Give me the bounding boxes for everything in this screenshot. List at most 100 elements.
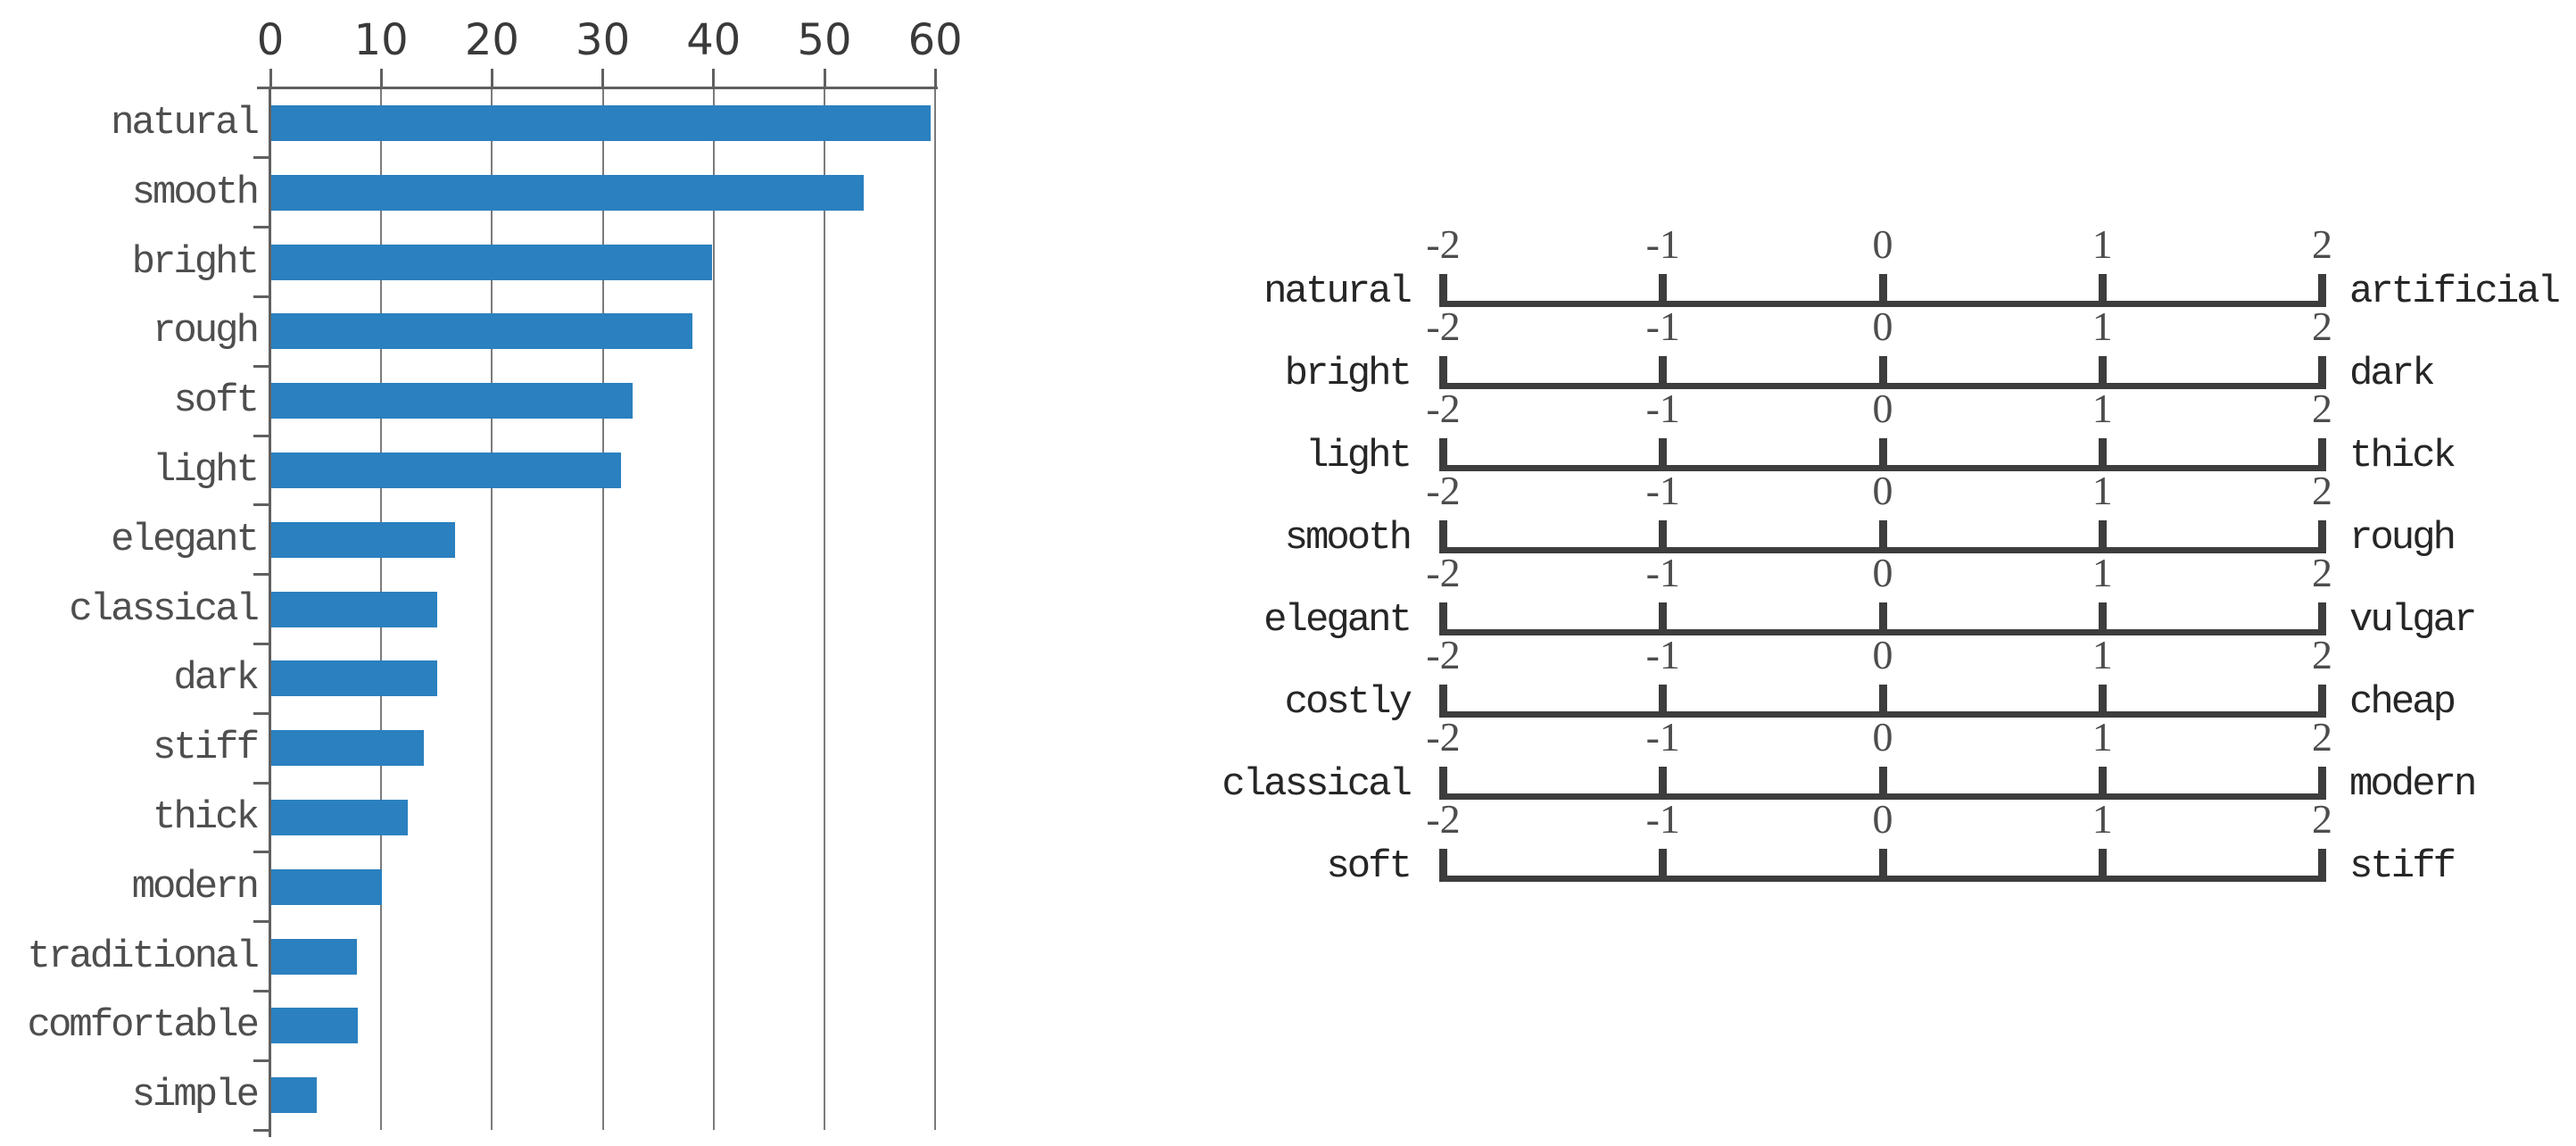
scale-tick-label: 1 bbox=[2091, 303, 2113, 349]
scale-tick-label: -1 bbox=[1645, 386, 1680, 431]
scale-tick-label: 2 bbox=[2312, 714, 2332, 760]
y-axis-tick bbox=[253, 364, 270, 368]
scale-tick bbox=[1659, 520, 1668, 553]
scale-tick bbox=[2098, 356, 2107, 389]
scale-tick-label: -2 bbox=[1426, 303, 1461, 349]
y-axis-tick bbox=[253, 226, 270, 229]
bar bbox=[271, 174, 865, 211]
bar-category-label: simple bbox=[131, 1073, 260, 1118]
bar bbox=[271, 313, 692, 350]
scale-tick bbox=[2098, 438, 2107, 471]
bar-category-label: smooth bbox=[131, 170, 260, 215]
scale-tick-label: -1 bbox=[1645, 221, 1680, 267]
scale-tick bbox=[1878, 849, 1887, 882]
x-tick-label: 10 bbox=[353, 15, 409, 65]
scale-left-label: light bbox=[1305, 434, 1412, 478]
bar-category-label: elegant bbox=[111, 517, 260, 562]
scale-tick-label: 2 bbox=[2312, 632, 2332, 677]
scale-tick bbox=[2318, 520, 2326, 553]
scale-tick-label: -2 bbox=[1426, 796, 1461, 842]
scale-tick bbox=[2318, 849, 2326, 882]
y-axis-tick bbox=[253, 295, 270, 298]
x-tick-label: 30 bbox=[576, 15, 631, 65]
bar bbox=[271, 868, 383, 905]
x-axis-tick bbox=[490, 69, 493, 88]
scale-tick-label: 0 bbox=[1872, 221, 1893, 267]
scale-tick bbox=[1878, 274, 1887, 307]
bar-category-label: natural bbox=[111, 100, 260, 145]
scale-tick-label: 2 bbox=[2312, 303, 2332, 349]
scale-tick-label: 1 bbox=[2091, 550, 2113, 595]
y-axis-tick bbox=[253, 1128, 270, 1132]
scale-tick-label: 0 bbox=[1872, 796, 1893, 842]
scale-tick-label: 0 bbox=[1872, 550, 1893, 595]
bar bbox=[271, 660, 438, 697]
x-gridline bbox=[934, 88, 937, 1130]
top-axis-spine bbox=[257, 87, 939, 89]
bar bbox=[271, 938, 357, 975]
y-axis-tick bbox=[253, 503, 270, 507]
y-axis-line bbox=[269, 87, 271, 1137]
scale-tick-label: -1 bbox=[1645, 550, 1680, 595]
scale-tick bbox=[2318, 356, 2326, 389]
scale-tick-label: 2 bbox=[2312, 221, 2332, 267]
scale-tick bbox=[1659, 767, 1668, 800]
scale-tick bbox=[2098, 602, 2107, 635]
scale-tick bbox=[2318, 274, 2326, 307]
scale-right-label: dark bbox=[2349, 352, 2436, 396]
scale-tick-label: 2 bbox=[2312, 468, 2332, 513]
bar-category-label: comfortable bbox=[27, 1003, 260, 1049]
scale-tick bbox=[1439, 849, 1447, 882]
scale-tick bbox=[1878, 767, 1887, 800]
scale-tick-label: 1 bbox=[2091, 468, 2113, 513]
x-gridline bbox=[491, 88, 493, 1130]
scale-tick bbox=[1659, 685, 1668, 718]
scale-tick-label: 2 bbox=[2312, 386, 2332, 431]
scale-tick bbox=[1878, 602, 1887, 635]
scale-tick-label: -2 bbox=[1426, 632, 1461, 677]
bar bbox=[271, 244, 713, 280]
bar-category-label: thick bbox=[152, 794, 260, 840]
bar bbox=[271, 1077, 317, 1114]
scale-tick-label: -2 bbox=[1426, 468, 1461, 513]
scale-tick-label: 0 bbox=[1872, 714, 1893, 760]
scale-tick bbox=[1439, 438, 1447, 471]
y-axis-tick bbox=[253, 920, 270, 924]
scale-left-label: soft bbox=[1326, 844, 1412, 889]
scale-tick bbox=[1659, 356, 1668, 389]
scale-tick bbox=[1439, 274, 1447, 307]
scale-left-label: costly bbox=[1284, 680, 1412, 725]
scale-tick-label: 2 bbox=[2312, 550, 2332, 595]
scale-right-label: stiff bbox=[2349, 844, 2456, 889]
scale-tick bbox=[1659, 438, 1668, 471]
scale-tick-label: -1 bbox=[1645, 796, 1680, 842]
scale-left-label: natural bbox=[1263, 270, 1412, 314]
scale-right-label: artificial bbox=[2349, 270, 2561, 314]
y-axis-tick bbox=[253, 781, 270, 785]
y-axis-tick bbox=[253, 642, 270, 645]
bar-category-label: rough bbox=[152, 309, 260, 354]
scale-left-label: elegant bbox=[1263, 598, 1412, 643]
x-gridline bbox=[824, 88, 825, 1130]
scale-tick bbox=[1439, 767, 1447, 800]
bar bbox=[271, 521, 456, 558]
y-axis-tick bbox=[253, 989, 270, 992]
scale-left-label: bright bbox=[1284, 352, 1412, 396]
x-tick-label: 50 bbox=[797, 15, 852, 65]
x-tick-label: 40 bbox=[686, 15, 741, 65]
x-tick-label: 60 bbox=[907, 15, 963, 65]
scale-tick bbox=[1878, 520, 1887, 553]
scale-tick bbox=[2098, 767, 2107, 800]
x-axis-tick bbox=[823, 69, 826, 88]
bar-category-label: traditional bbox=[27, 934, 260, 979]
scale-tick bbox=[1659, 602, 1668, 635]
bar-category-label: light bbox=[152, 447, 260, 493]
scale-tick bbox=[2098, 849, 2107, 882]
scale-tick-label: 1 bbox=[2091, 632, 2113, 677]
scale-tick-label: -2 bbox=[1426, 550, 1461, 595]
bar-category-label: classical bbox=[69, 586, 260, 632]
scale-tick bbox=[2318, 438, 2326, 471]
scale-tick bbox=[2098, 274, 2107, 307]
scale-right-label: vulgar bbox=[2349, 598, 2477, 643]
